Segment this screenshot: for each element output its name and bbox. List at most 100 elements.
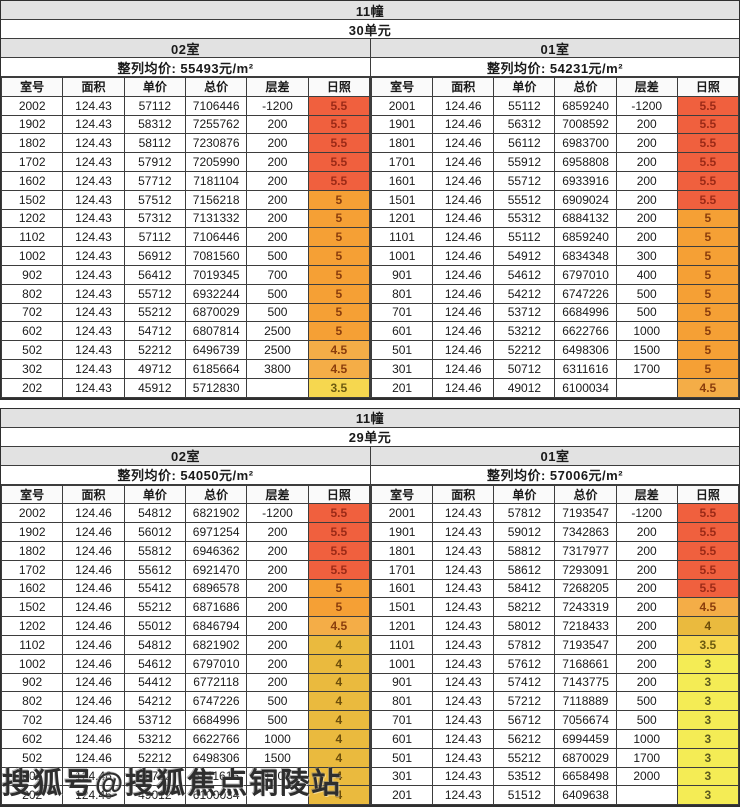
cell-floor-diff: 1000	[615, 728, 678, 749]
table-row: 1601 124.43 58412 7268205 200 5.5	[370, 578, 740, 599]
cell-floor-diff: 200	[615, 634, 678, 655]
cell-total-price: 6622766	[554, 321, 617, 342]
cell-sunshine: 4	[307, 710, 371, 730]
cell-unit-price: 55512	[493, 189, 556, 210]
cell-room: 1602	[0, 578, 64, 599]
cell-floor-diff: 200	[615, 653, 678, 674]
unit-group-title: 29单元	[1, 427, 739, 447]
cell-area: 124.46	[432, 340, 495, 360]
cell-unit-price: 49712	[123, 358, 186, 379]
cell-sunshine: 5.5	[307, 133, 371, 154]
cell-room: 1902	[0, 522, 64, 542]
cell-unit-price: 54612	[493, 264, 556, 285]
cell-area: 124.46	[62, 540, 125, 561]
table-row: 1601 124.46 55712 6933916 200 5.5	[370, 170, 740, 191]
cell-room: 1801	[370, 540, 434, 561]
cell-unit-price: 56312	[493, 114, 556, 135]
cell-area: 124.46	[432, 152, 495, 172]
cell-sunshine: 3	[676, 710, 740, 730]
cell-unit-price: 57512	[123, 189, 186, 210]
cell-room: 1102	[0, 227, 64, 248]
col-header-area: 面积	[62, 484, 125, 505]
table-row: 1502 124.46 55212 6871686 200 5	[0, 597, 371, 618]
cell-room: 1102	[0, 634, 64, 655]
cell-sunshine: 5	[307, 283, 371, 304]
col-header-unit-price: 单价	[493, 77, 556, 97]
cell-total-price: 6896578	[184, 578, 248, 599]
cell-room: 601	[370, 728, 434, 749]
table-row: 2002 124.43 57112 7106446 -1200 5.5	[0, 95, 371, 116]
cell-unit-price: 54212	[123, 691, 186, 712]
cell-sunshine: 3	[676, 785, 740, 806]
cell-area: 124.43	[432, 691, 495, 712]
cell-total-price: 7106446	[184, 95, 248, 116]
cell-total-price: 6933916	[554, 170, 617, 191]
table-row: 1501 124.46 55512 6909024 200 5.5	[370, 189, 740, 210]
cell-floor-diff: 200	[615, 559, 678, 580]
cell-total-price: 7131332	[184, 208, 248, 229]
cell-total-price: 7181104	[184, 170, 248, 191]
cell-area: 124.46	[62, 710, 125, 730]
table-row: 901 124.43 57412 7143775 200 3	[370, 672, 740, 693]
cell-area: 124.43	[432, 616, 495, 636]
building-title: 11幢	[1, 408, 739, 428]
cell-unit-price: 57412	[493, 672, 556, 693]
cell-sunshine: 3	[676, 653, 740, 674]
cell-floor-diff: 200	[246, 578, 309, 599]
building-section: 11幢 29单元 02室 整列均价: 54050元/m² 室号 面积 单价 总价 层差 日照 200…	[0, 407, 740, 807]
table-row: 1702 124.46 55612 6921470 200 5.5	[0, 559, 371, 580]
cell-room: 602	[0, 321, 64, 342]
cell-unit-price: 58812	[493, 540, 556, 561]
cell-room: 802	[0, 283, 64, 304]
cell-sunshine: 5.5	[676, 540, 740, 561]
table-row: 1101 124.43 57812 7193547 200 3.5	[370, 634, 740, 655]
cell-floor-diff	[615, 785, 678, 806]
cell-floor-diff: 200	[246, 189, 309, 210]
cell-total-price: 7056674	[554, 710, 617, 730]
cell-area: 124.43	[62, 189, 125, 210]
cell-floor-diff	[615, 377, 678, 398]
cell-floor-diff: 200	[246, 133, 309, 154]
cell-unit-price: 53712	[123, 710, 186, 730]
cell-floor-diff: 200	[615, 597, 678, 618]
cell-total-price: 6496739	[184, 340, 248, 360]
cell-total-price: 6971254	[184, 522, 248, 542]
cell-unit-price: 55412	[123, 578, 186, 599]
cell-area: 124.46	[432, 302, 495, 323]
cell-floor-diff: 1700	[615, 747, 678, 768]
cell-room: 1202	[0, 208, 64, 229]
table-row: 802 124.43 55712 6932244 500 5	[0, 283, 371, 304]
table-row: 1101 124.46 55112 6859240 200 5	[370, 227, 740, 248]
cell-unit-price: 51512	[493, 785, 556, 806]
cell-area: 124.46	[62, 653, 125, 674]
cell-sunshine: 5	[307, 578, 371, 599]
cell-room: 1202	[0, 616, 64, 636]
cell-floor-diff: 200	[246, 616, 309, 636]
table-row: 202 124.46 49012 6100034 4	[0, 785, 371, 806]
col-header-total-price: 总价	[184, 77, 248, 97]
cell-total-price: 6498306	[554, 340, 617, 360]
cell-sunshine: 4	[307, 766, 371, 787]
table-row: 801 124.43 57212 7118889 500 3	[370, 691, 740, 712]
cell-unit-price: 54712	[123, 321, 186, 342]
cell-total-price: 6870029	[554, 747, 617, 768]
cell-unit-price: 57212	[493, 691, 556, 712]
table-header-row: 室号 面积 单价 总价 层差 日照	[0, 484, 371, 505]
cell-total-price: 6747226	[554, 283, 617, 304]
cell-total-price: 6921470	[184, 559, 248, 580]
unit-column: 02室 整列均价: 55493元/m² 室号 面积 单价 总价 层差 日照 2002 124.43…	[0, 39, 371, 398]
table-row: 1001 124.46 54912 6834348 300 5	[370, 246, 740, 266]
cell-sunshine: 5.5	[307, 170, 371, 191]
cell-total-price: 6100034	[554, 377, 617, 398]
cell-sunshine: 4	[307, 653, 371, 674]
cell-sunshine: 4	[307, 785, 371, 806]
cell-unit-price: 54612	[123, 653, 186, 674]
cell-total-price: 7255762	[184, 114, 248, 135]
cell-area: 124.46	[432, 170, 495, 191]
cell-total-price: 7317977	[554, 540, 617, 561]
cell-unit-price: 56212	[493, 728, 556, 749]
cell-total-price: 6946362	[184, 540, 248, 561]
cell-total-price: 6684996	[184, 710, 248, 730]
cell-unit-price: 55112	[493, 227, 556, 248]
